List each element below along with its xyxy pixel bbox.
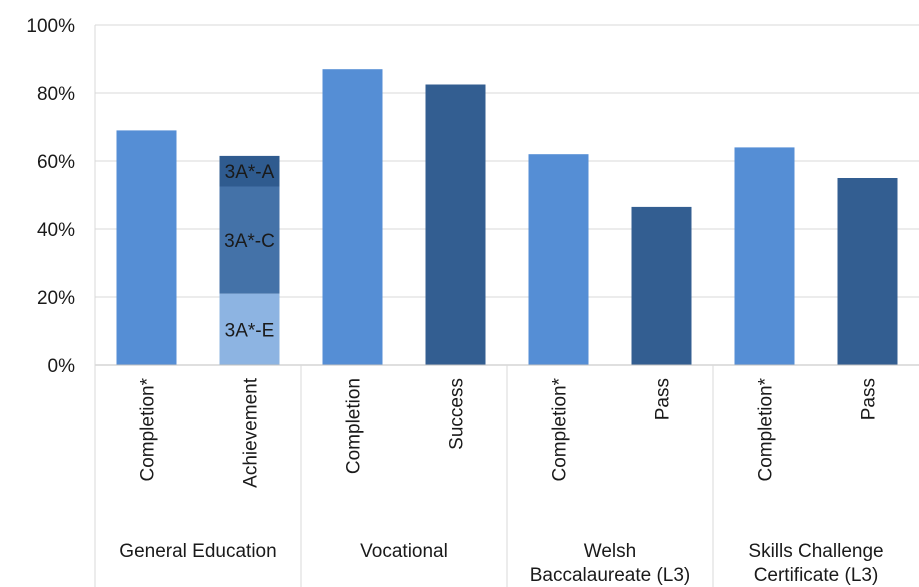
segment-label: 3A*-A [225,162,275,183]
bar-segment [219,293,280,365]
group-label: Certificate (L3) [754,565,879,586]
category-label: Completion* [550,377,571,481]
y-tick-label: 60% [37,152,75,173]
bar [631,206,692,365]
group-labels: General Education Vocational Welsh Baccalau… [119,541,883,586]
y-tick-label: 0% [48,356,76,377]
bar [528,154,589,365]
group-label: General Education [119,541,276,562]
category-labels: Completion* Achievement Completion Success C… [138,377,880,488]
group-label: Welsh [584,541,636,562]
gridlines [95,24,919,298]
segment-label: 3A*-C [224,231,275,252]
group-label: Skills Challenge [748,541,883,562]
category-label: Pass [653,378,674,420]
category-label: Achievement [241,377,262,488]
y-tick-label: 100% [26,16,75,37]
y-tick-labels: 0% 20% 40% 60% 80% 100% [26,16,75,377]
segment-label: 3A*-E [225,320,275,341]
category-label: Pass [859,378,880,420]
category-label: Success [447,378,468,450]
bars: 3A*-E 3A*-C 3A*-A [116,69,898,365]
y-tick-label: 20% [37,288,75,309]
bar [734,147,795,365]
y-tick-label: 80% [37,84,75,105]
bar-segment [219,155,280,187]
bar [425,84,486,365]
category-label: Completion* [138,377,159,481]
bar [116,130,177,365]
bar [837,178,898,365]
group-label: Baccalaureate (L3) [530,565,691,586]
y-tick-label: 40% [37,220,75,241]
category-label: Completion* [756,377,777,481]
bar-segment [219,186,280,294]
bar [322,69,383,365]
category-label: Completion [344,378,365,474]
axes [94,25,919,587]
group-label: Vocational [360,541,448,562]
